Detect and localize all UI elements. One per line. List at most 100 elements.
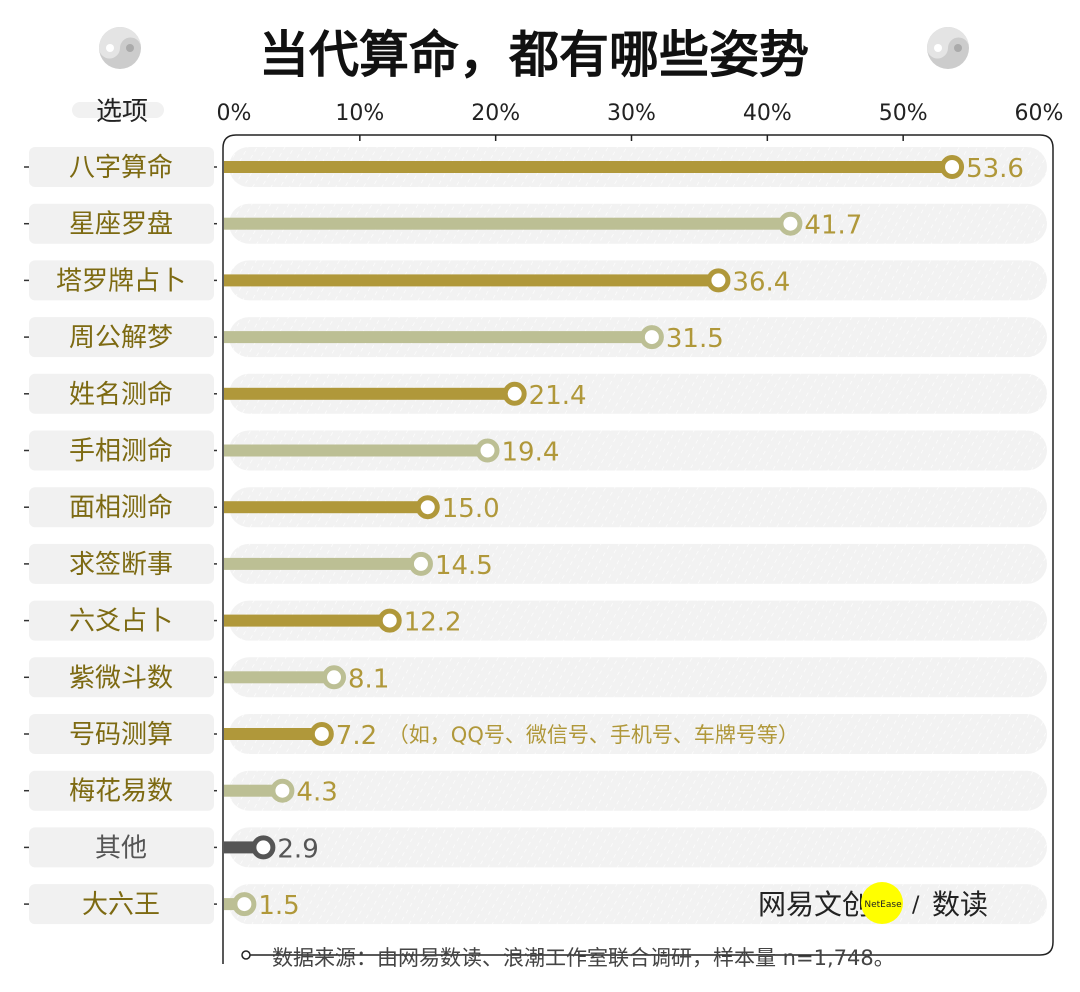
category-label: 求签断事 <box>69 550 173 580</box>
bar-row: 姓名测命 21.4 <box>24 373 1047 414</box>
category-label: 塔罗牌占卜 <box>56 266 186 296</box>
category-label: 星座罗盘 <box>69 210 173 240</box>
x-tick-label: 20% <box>471 101 520 126</box>
category-label: 手相测命 <box>69 437 173 467</box>
category-label: 梅花易数 <box>69 777 173 807</box>
logo: 网易文创 NetEase / 数读 <box>758 882 988 924</box>
bar-row: 紫微斗数 8.1 <box>24 657 1047 698</box>
logo-brand: 网易文创 <box>758 888 870 921</box>
value-label: 36.4 <box>732 267 790 297</box>
value-label: 31.5 <box>666 324 724 354</box>
bar-row: 六爻占卜 12.2 <box>24 600 1047 641</box>
axis-frame <box>222 134 1054 964</box>
value-label: 53.6 <box>966 154 1024 184</box>
bar-track <box>229 373 1047 414</box>
category-label-bg <box>29 657 214 698</box>
bar-row: 求签断事 14.5 <box>24 543 1047 584</box>
bar-end-marker <box>322 665 347 690</box>
category-label: 其他 <box>95 833 147 863</box>
bar <box>224 501 428 514</box>
x-tick-label: 60% <box>1015 101 1064 126</box>
bar <box>224 614 390 627</box>
bar <box>224 728 322 740</box>
value-label: 8.1 <box>348 664 389 694</box>
yin-yang-icon-left <box>99 27 141 69</box>
x-tick-label: 40% <box>743 101 792 126</box>
bar-row: 手相测命 19.4 <box>24 430 1047 471</box>
bar-track <box>229 827 1047 868</box>
category-label: 号码测算 <box>69 720 173 750</box>
bar-track <box>229 600 1047 641</box>
logo-slash: / <box>912 893 920 918</box>
bar <box>224 274 719 287</box>
x-tick-label: 0% <box>217 101 252 126</box>
category-label-bg <box>29 543 214 584</box>
bar-track <box>229 714 1047 754</box>
value-label: 19.4 <box>502 438 560 468</box>
category-label-bg <box>29 600 214 641</box>
value-label: 21.4 <box>529 381 587 411</box>
category-label-bg <box>29 147 214 187</box>
category-label-bg <box>29 317 214 358</box>
bar-row: 塔罗牌占卜 36.4 <box>24 260 1047 301</box>
category-label: 六爻占卜 <box>69 607 173 637</box>
category-label-bg <box>29 714 214 754</box>
bar <box>224 557 421 570</box>
bar-end-marker <box>408 551 433 576</box>
bar-end-marker <box>309 722 334 746</box>
bar-end-marker <box>778 211 803 236</box>
bar-row: 号码测算 7.2 （如，QQ号、微信号、手机号、车牌号等） <box>24 714 1047 754</box>
value-label: 7.2 <box>336 721 377 751</box>
value-label: 15.0 <box>442 494 500 524</box>
annotation: （如，QQ号、微信号、手机号、车牌号等） <box>388 723 799 747</box>
value-label: 1.5 <box>258 891 299 921</box>
bar <box>224 444 488 457</box>
bar <box>224 784 283 797</box>
bar <box>224 331 652 344</box>
bar-end-marker <box>251 835 276 860</box>
logo-sub: 数读 <box>932 888 988 921</box>
chart-title: 当代算命，都有哪些姿势 <box>259 26 809 84</box>
category-label-bg <box>29 430 214 471</box>
category-label-bg <box>29 203 214 244</box>
value-label: 4.3 <box>296 778 337 808</box>
bar <box>224 161 953 173</box>
x-tick-label: 30% <box>607 101 656 126</box>
value-label: 41.7 <box>804 211 862 241</box>
category-header-bg <box>72 102 164 118</box>
value-label: 14.5 <box>435 551 493 581</box>
yin-yang-icon-right <box>927 27 969 69</box>
category-label: 紫微斗数 <box>69 663 173 693</box>
bar-track <box>229 430 1047 471</box>
bar-end-marker <box>706 268 731 293</box>
bar-end-marker <box>639 325 664 350</box>
bar-end-marker <box>940 155 965 179</box>
value-label: 12.2 <box>404 608 462 638</box>
category-label: 八字算命 <box>69 153 173 183</box>
category-label-bg <box>29 373 214 414</box>
bar-end-marker <box>502 381 527 406</box>
bar-end-marker <box>475 438 500 463</box>
bar-row: 星座罗盘 41.7 <box>24 203 1047 244</box>
bar-end-marker <box>270 778 295 803</box>
logo-badge: NetEase <box>864 900 902 910</box>
bar-track <box>229 657 1047 698</box>
bar-row: 梅花易数 4.3 <box>24 770 1047 811</box>
category-label-bg <box>29 884 214 925</box>
bar-row: 八字算命 53.6 <box>24 147 1047 187</box>
category-header: 选项 <box>96 97 148 127</box>
category-label-bg <box>29 770 214 811</box>
category-label: 面相测命 <box>69 493 173 523</box>
logo-badge-circle <box>861 882 903 924</box>
bar <box>224 387 515 400</box>
bar <box>224 217 791 230</box>
bar-track <box>229 770 1047 811</box>
category-label: 姓名测命 <box>69 380 173 410</box>
bar-row: 周公解梦 31.5 <box>24 317 1047 358</box>
bar-track <box>229 543 1047 584</box>
category-label: 大六王 <box>82 890 160 920</box>
value-label: 2.9 <box>277 834 318 864</box>
x-tick-label: 10% <box>335 101 384 126</box>
category-label-bg <box>29 260 214 301</box>
category-label-bg <box>29 827 214 868</box>
